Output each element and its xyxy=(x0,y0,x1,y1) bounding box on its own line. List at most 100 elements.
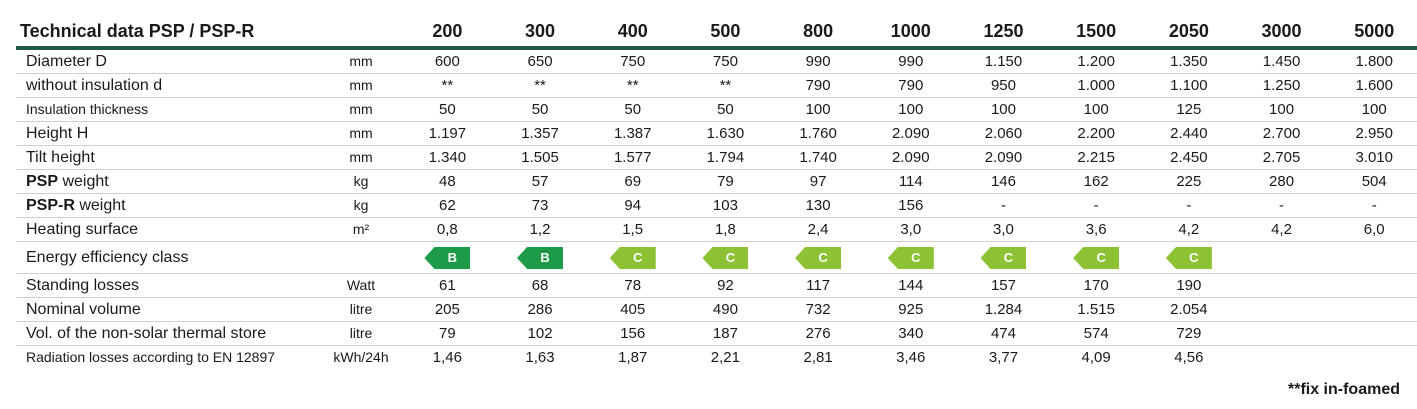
table-row: Energy efficiency class B B C C C C C C C xyxy=(16,241,1417,274)
size-header: 400 xyxy=(586,16,680,50)
table-row: Tilt height mm 1.340 1.505 1.577 1.794 1.740 2.… xyxy=(16,145,1417,170)
energy-class-cell: B xyxy=(493,241,587,274)
size-header: 800 xyxy=(771,16,865,50)
table-cell: 4,2 xyxy=(1142,217,1236,242)
table-cell: - xyxy=(1049,193,1143,218)
table-cell: 50 xyxy=(679,97,772,122)
table-cell xyxy=(1235,273,1328,298)
table-cell: 1.250 xyxy=(1235,73,1328,98)
row-label: Heating surface xyxy=(16,217,321,242)
table-cell: 73 xyxy=(493,193,587,218)
table-cell: 790 xyxy=(771,73,865,98)
table-cell: 750 xyxy=(679,48,772,74)
table-cell: 1.800 xyxy=(1327,48,1417,74)
table-cell: 950 xyxy=(957,73,1050,98)
table-cell xyxy=(1327,321,1417,346)
table-cell: 50 xyxy=(586,97,680,122)
table-cell: 2.440 xyxy=(1142,121,1236,146)
size-header: 1000 xyxy=(864,16,958,50)
table-cell: 78 xyxy=(586,273,680,298)
table-cell: 2.090 xyxy=(864,145,958,170)
table-cell: 61 xyxy=(401,273,494,298)
table-cell: 62 xyxy=(401,193,494,218)
table-row: PSP weight kg 48 57 69 79 97 114 146 162 225 280 504 xyxy=(16,169,1417,194)
table-cell: 1,87 xyxy=(618,349,648,366)
table-header-row: Technical data PSP / PSP-R 200 300 400 5… xyxy=(16,16,1417,50)
table-cell: 1,5 xyxy=(586,217,680,242)
energy-class-cell xyxy=(1235,241,1328,274)
table-row: Heating surface m² 0,8 1,2 1,5 1,8 2,4 3,0 3,0 3,… xyxy=(16,217,1417,242)
table-cell: 504 xyxy=(1327,169,1417,194)
table-cell: 146 xyxy=(957,169,1050,194)
table-cell: 280 xyxy=(1235,169,1328,194)
table-cell: 2.950 xyxy=(1327,121,1417,146)
row-unit: kg xyxy=(321,169,401,194)
table-cell: 157 xyxy=(957,273,1050,298)
table-cell: 2.090 xyxy=(957,145,1050,170)
row-unit: mm xyxy=(321,121,401,146)
table-cell: 3,0 xyxy=(864,217,958,242)
table-cell: 276 xyxy=(771,321,865,346)
table-cell: 1.630 xyxy=(679,121,772,146)
table-row: Radiation losses according to EN 12897 kW… xyxy=(16,346,1417,370)
table-cell: 2,4 xyxy=(771,217,865,242)
size-header: 1500 xyxy=(1049,16,1143,50)
row-unit: mm xyxy=(321,97,401,122)
size-header: 5000 xyxy=(1327,16,1417,50)
energy-class-badge: B xyxy=(517,247,564,270)
table-cell xyxy=(1235,321,1328,346)
row-label: Diameter D xyxy=(16,48,321,74)
table-cell xyxy=(1235,346,1328,370)
row-label: Standing losses xyxy=(16,273,321,298)
table-cell: 0,8 xyxy=(401,217,494,242)
energy-class-letter: C xyxy=(1189,250,1199,266)
table-cell: 1,8 xyxy=(679,217,772,242)
table-cell: 1.200 xyxy=(1049,48,1143,74)
energy-class-cell: C xyxy=(864,241,958,274)
table-cell: 990 xyxy=(771,48,865,74)
energy-class-letter: C xyxy=(725,250,736,266)
table-cell: 340 xyxy=(864,321,958,346)
table-cell: 187 xyxy=(679,321,772,346)
row-label: Radiation losses according to EN 12897 xyxy=(26,349,276,365)
size-header: 1250 xyxy=(957,16,1050,50)
row-unit: m² xyxy=(321,217,401,242)
size-header: 3000 xyxy=(1235,16,1328,50)
table-cell: 156 xyxy=(864,193,958,218)
table-cell: 69 xyxy=(586,169,680,194)
row-label: Vol. of the non-solar thermal store xyxy=(16,321,321,346)
table-row: Nominal volume litre 205 286 405 490 732 925 1.2… xyxy=(16,297,1417,322)
table-cell: 50 xyxy=(401,97,494,122)
table-title: Technical data PSP / PSP-R xyxy=(16,16,321,50)
table-cell: 990 xyxy=(864,48,958,74)
table-cell: 1.794 xyxy=(679,145,772,170)
energy-class-letter: C xyxy=(633,250,643,266)
table-cell: 1.284 xyxy=(957,297,1050,322)
table-cell: 3,77 xyxy=(988,349,1019,366)
table-cell: - xyxy=(957,193,1050,218)
table-cell: 100 xyxy=(957,97,1050,122)
table-cell: 103 xyxy=(679,193,772,218)
row-label: Insulation thickness xyxy=(16,97,321,122)
table-cell: 1.387 xyxy=(586,121,680,146)
table-cell xyxy=(1235,297,1328,322)
energy-class-badge: C xyxy=(1165,247,1212,270)
table-cell: 100 xyxy=(1049,97,1143,122)
table-cell: 732 xyxy=(771,297,865,322)
row-unit: mm xyxy=(321,48,401,74)
row-unit: mm xyxy=(321,145,401,170)
table-cell: 2,81 xyxy=(803,349,833,366)
table-cell: 1.100 xyxy=(1142,73,1236,98)
table-cell: 100 xyxy=(1235,97,1328,122)
table-cell: ** xyxy=(586,73,680,98)
table-cell: 2.450 xyxy=(1142,145,1236,170)
size-header: 500 xyxy=(679,16,772,50)
energy-class-letter: C xyxy=(818,250,828,266)
table-cell xyxy=(1327,297,1417,322)
row-label: PSP-R weight xyxy=(16,193,321,218)
table-cell: 102 xyxy=(493,321,587,346)
table-cell: 125 xyxy=(1142,97,1236,122)
table-cell: ** xyxy=(401,73,494,98)
